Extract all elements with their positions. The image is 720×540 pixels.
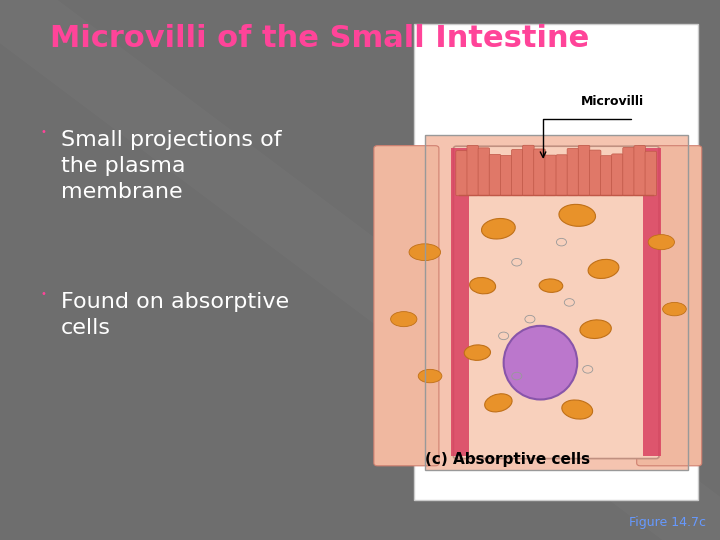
Text: •: • bbox=[40, 127, 46, 137]
FancyBboxPatch shape bbox=[425, 135, 688, 470]
FancyBboxPatch shape bbox=[590, 150, 601, 195]
FancyBboxPatch shape bbox=[451, 148, 469, 456]
FancyBboxPatch shape bbox=[578, 145, 590, 195]
FancyBboxPatch shape bbox=[489, 154, 500, 195]
FancyBboxPatch shape bbox=[523, 145, 534, 195]
Ellipse shape bbox=[418, 369, 442, 383]
FancyBboxPatch shape bbox=[414, 24, 698, 500]
Ellipse shape bbox=[469, 278, 495, 294]
FancyBboxPatch shape bbox=[567, 148, 579, 195]
Text: Small projections of
the plasma
membrane: Small projections of the plasma membrane bbox=[61, 130, 282, 202]
Ellipse shape bbox=[648, 234, 675, 249]
FancyBboxPatch shape bbox=[612, 154, 624, 195]
Ellipse shape bbox=[409, 244, 441, 261]
Ellipse shape bbox=[562, 400, 593, 419]
Ellipse shape bbox=[539, 279, 563, 292]
Ellipse shape bbox=[559, 204, 595, 226]
Ellipse shape bbox=[662, 302, 686, 316]
Text: Figure 14.7c: Figure 14.7c bbox=[629, 516, 706, 529]
FancyBboxPatch shape bbox=[534, 149, 545, 195]
Ellipse shape bbox=[464, 345, 490, 360]
Ellipse shape bbox=[503, 326, 577, 400]
Ellipse shape bbox=[482, 219, 516, 239]
Ellipse shape bbox=[588, 259, 619, 279]
Text: Microvilli: Microvilli bbox=[581, 95, 644, 108]
FancyBboxPatch shape bbox=[623, 147, 634, 195]
Ellipse shape bbox=[391, 312, 417, 327]
FancyBboxPatch shape bbox=[374, 146, 439, 466]
FancyBboxPatch shape bbox=[478, 148, 490, 195]
FancyBboxPatch shape bbox=[454, 146, 659, 458]
FancyBboxPatch shape bbox=[456, 151, 467, 195]
FancyBboxPatch shape bbox=[636, 146, 702, 466]
FancyBboxPatch shape bbox=[600, 156, 612, 195]
Ellipse shape bbox=[485, 394, 512, 412]
Ellipse shape bbox=[580, 320, 611, 339]
FancyBboxPatch shape bbox=[556, 155, 567, 195]
FancyBboxPatch shape bbox=[467, 145, 479, 195]
Text: Found on absorptive
cells: Found on absorptive cells bbox=[61, 292, 289, 338]
FancyBboxPatch shape bbox=[511, 150, 523, 195]
FancyBboxPatch shape bbox=[645, 151, 657, 195]
Text: (c) Absorptive cells: (c) Absorptive cells bbox=[425, 452, 590, 467]
FancyBboxPatch shape bbox=[545, 155, 557, 195]
FancyBboxPatch shape bbox=[500, 156, 512, 195]
FancyBboxPatch shape bbox=[643, 148, 661, 456]
Text: •: • bbox=[40, 289, 46, 299]
FancyBboxPatch shape bbox=[634, 146, 645, 195]
Text: Microvilli of the Small Intestine: Microvilli of the Small Intestine bbox=[50, 24, 590, 53]
